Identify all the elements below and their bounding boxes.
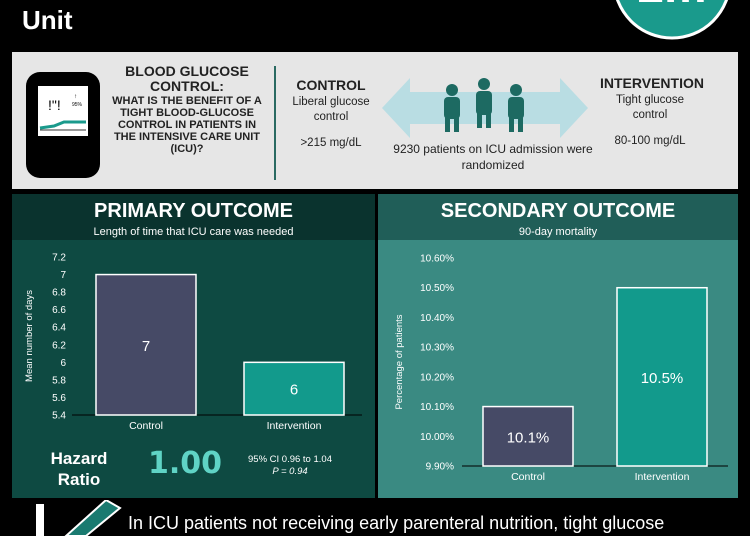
secondary-category-label: Control [511,471,545,483]
primary-y-tick-label: 5.6 [52,393,66,404]
control-arm: CONTROL Liberal glucose control >215 mg/… [282,76,380,151]
primary-y-axis-label: Mean number of days [24,290,35,382]
device-display-text: !"! [48,97,61,113]
primary-outcome-subtitle: Length of time that ICU care was needed [93,226,294,238]
secondary-category-label: Intervention [635,471,690,483]
primary-outcome-chart: Mean number of days 5.4 5.6 5.8 6 6.2 6.4 6.6 6.… [24,253,362,432]
infographic-title: Unit [22,5,73,35]
conclusion-text: In ICU patients not receiving early pare… [128,513,665,533]
primary-outcome-panel: PRIMARY OUTCOME Length of time that ICU … [12,194,375,498]
hazard-ratio-ci: 95% CI 0.96 to 1.04 P = 0.94 [236,454,344,478]
secondary-outcome-title: SECONDARY OUTCOME [440,200,676,222]
primary-y-tick-label: 6.8 [52,288,66,299]
primary-outcome-header: PRIMARY OUTCOME Length of time that ICU … [12,194,375,240]
pencil-icon [36,500,122,536]
primary-value-label: 6 [290,382,298,399]
brand-logo: 2m [615,0,729,40]
secondary-value-label: 10.1% [507,429,550,446]
secondary-y-tick-label: 10.60% [420,254,454,265]
p-value: P = 0.94 [272,466,308,477]
primary-y-tick-label: 5.8 [52,375,66,386]
secondary-y-tick-label: 10.20% [420,372,454,383]
secondary-outcome-chart: Percentage of patients 9.90% 10.00% 10.10% 1… [394,254,728,483]
study-design-panel [12,52,738,189]
hazard-ratio-label: Hazard Ratio [50,449,108,489]
secondary-y-tick-label: 10.00% [420,432,454,443]
primary-y-tick-label: 7 [60,270,66,281]
secondary-y-tick-label: 10.30% [420,343,454,354]
primary-y-tick-label: 6.4 [52,323,66,334]
primary-category-label: Control [129,420,163,432]
secondary-y-tick-label: 10.50% [420,283,454,294]
intervention-arm: INTERVENTION Tight glucose control 80-10… [600,74,704,149]
secondary-bar-intervention [616,286,708,467]
intervention-heading: INTERVENTION [600,75,704,91]
intervention-target: 80-100 mg/dL [614,134,686,147]
patients-icon [444,78,524,132]
secondary-y-tick-label: 9.90% [426,462,454,473]
question-body: WHAT IS THE BENEFIT OF A TIGHT BLOOD-GLU… [112,94,262,156]
question-heading: BLOOD GLUCOSE CONTROL: [125,63,249,95]
control-heading: CONTROL [296,77,366,93]
secondary-value-label: 10.5% [641,370,684,387]
secondary-y-tick-label: 10.10% [420,402,454,413]
primary-outcome-title: PRIMARY OUTCOME [94,200,293,222]
divider [274,66,276,180]
secondary-outcome-subtitle: 90-day mortality [518,226,598,238]
secondary-outcome-header: SECONDARY OUTCOME 90-day mortality [378,194,738,240]
secondary-bar-control [482,405,574,467]
primary-y-tick-label: 6.6 [52,305,66,316]
research-question: BLOOD GLUCOSE CONTROL: WHAT IS THE BENEF… [106,63,268,156]
secondary-y-tick-label: 10.40% [420,313,454,324]
svg-text:95%: 95% [72,102,83,108]
intervention-description: Tight glucose control [616,93,684,122]
randomization-text: 9230 patients on ICU admission were rand… [393,142,593,172]
primary-bar-control [95,273,197,416]
secondary-y-axis-label: Percentage of patients [394,314,405,409]
primary-value-label: 7 [142,338,150,355]
control-target: >215 mg/dL [300,136,362,149]
svg-text:↑: ↑ [74,94,77,100]
primary-y-tick-label: 7.2 [52,253,66,264]
hazard-ratio-value: 1.00 [148,446,223,481]
primary-y-tick-label: 6 [60,358,66,369]
primary-bar-intervention [243,361,345,416]
glucose-meter-icon: !"! ↑ 95% [26,72,100,178]
primary-category-label: Intervention [267,420,322,432]
primary-y-tick-label: 5.4 [52,411,66,422]
confidence-interval: 95% CI 0.96 to 1.04 [248,454,332,465]
randomization-arrow-icon [382,78,588,138]
primary-y-tick-label: 6.2 [52,340,66,351]
control-description: Liberal glucose control [292,95,370,124]
logo-text: 2m [637,0,706,13]
